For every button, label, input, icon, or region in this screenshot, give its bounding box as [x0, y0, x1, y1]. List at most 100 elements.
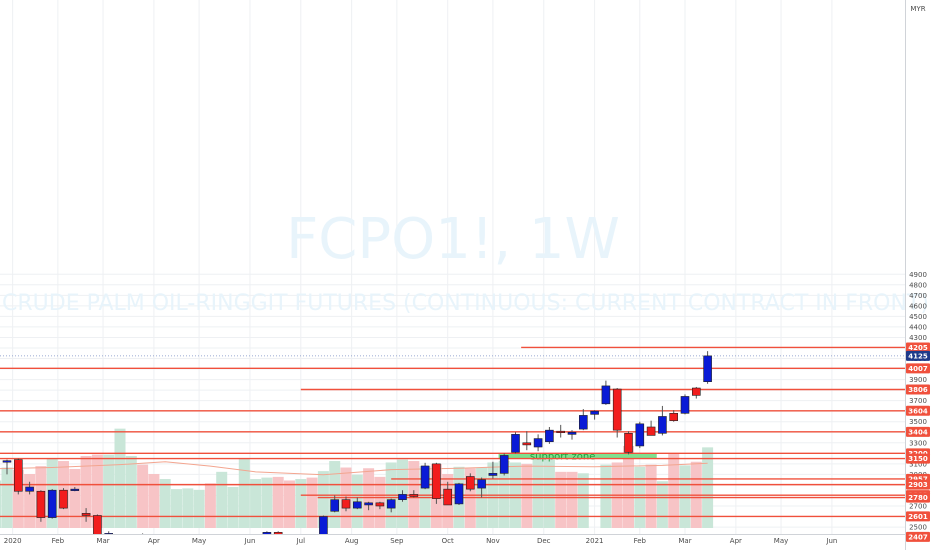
candle — [567, 430, 577, 440]
candle — [533, 434, 543, 452]
candle — [25, 481, 34, 495]
candle — [646, 420, 656, 436]
candle-body — [488, 473, 498, 476]
candle-body — [624, 433, 633, 453]
level-badge-text: 4205 — [908, 344, 928, 352]
price-tick-label: 3500 — [909, 418, 927, 426]
candle — [635, 421, 645, 449]
candle — [341, 496, 351, 512]
level-badge-box — [906, 531, 930, 542]
candle — [273, 531, 283, 534]
candle — [624, 431, 633, 455]
price-tick-label: 4600 — [909, 302, 927, 310]
watermark-symbol: FCPO1!, 1W — [286, 207, 620, 272]
candle-body — [36, 490, 46, 518]
candle-body — [375, 502, 385, 507]
level-badge-text: 3604 — [908, 407, 928, 415]
candle-body — [398, 494, 407, 500]
level-badge-text: 2407 — [908, 533, 928, 541]
volume-bar — [69, 468, 81, 528]
candle-body — [59, 489, 68, 509]
candle-body — [330, 499, 340, 512]
current-price-badge-box — [906, 350, 930, 361]
volume-bar — [1, 467, 13, 528]
level-badge-box — [906, 492, 930, 503]
candle — [703, 351, 712, 384]
candle-body — [319, 516, 328, 534]
volume-bar — [261, 477, 273, 528]
volume-bar — [668, 453, 680, 528]
price-tick-label: 3100 — [909, 460, 927, 468]
candle-body — [703, 355, 712, 382]
level-badge-box — [906, 426, 930, 437]
time-tick-label: Jul — [296, 537, 306, 545]
candle-body — [409, 494, 419, 497]
level-price-badge: 3150 — [906, 453, 930, 464]
candle-body — [104, 533, 113, 534]
volume-bar — [543, 459, 555, 528]
price-tick-label: 4300 — [909, 334, 927, 342]
candle — [454, 482, 464, 505]
level-badge-box — [906, 405, 930, 416]
current-price-badge-text: 4125 — [908, 352, 928, 360]
level-price-badge: 4205 — [906, 342, 930, 353]
level-badge-text: 3404 — [908, 428, 928, 436]
candle — [669, 410, 679, 422]
candle-body — [364, 502, 373, 506]
candle — [601, 380, 611, 405]
candle-body — [646, 426, 656, 436]
candle — [477, 477, 486, 498]
candle-body — [81, 513, 91, 516]
candle-body — [533, 438, 543, 448]
candle-body — [612, 388, 622, 431]
volume-bar — [216, 471, 228, 528]
candle — [691, 386, 701, 399]
candle-body — [590, 410, 599, 415]
level-badge-text: 2780 — [908, 494, 928, 502]
candle — [658, 405, 667, 436]
candle — [432, 462, 441, 504]
candle-body — [386, 499, 396, 509]
volume-bar — [114, 428, 126, 528]
candle-body — [341, 499, 351, 509]
candle — [70, 487, 80, 492]
candle — [409, 490, 419, 498]
time-tick-label: Feb — [52, 537, 65, 545]
candle-body — [443, 488, 453, 506]
volume-bar — [702, 447, 714, 528]
volume-bar — [600, 464, 612, 528]
candles — [2, 351, 712, 534]
volume-bar — [555, 471, 567, 528]
price-tick-label: 4700 — [909, 292, 927, 300]
level-price-badge: 2903 — [906, 479, 930, 490]
volume-bar — [577, 473, 589, 528]
time-tick-label: Mar — [96, 537, 109, 545]
volume-bar — [238, 458, 250, 528]
candle-body — [432, 463, 441, 499]
candle — [36, 490, 46, 522]
volume-bar — [272, 476, 284, 528]
candle — [364, 501, 373, 511]
candle — [2, 459, 12, 475]
candle-body — [25, 486, 34, 492]
time-tick-label: Jun — [243, 537, 255, 545]
level-badges: 4205400738063604340432003150295729032803… — [906, 342, 930, 542]
candle — [578, 409, 588, 431]
current-price-badge: 4125 — [906, 350, 930, 361]
level-badge-text: 2957 — [908, 475, 928, 483]
volume-bar — [193, 489, 205, 528]
volume-bar — [91, 454, 103, 528]
candle-body — [499, 455, 509, 474]
time-tick-label: Dec — [537, 537, 551, 545]
price-tick-label: 3700 — [909, 397, 927, 405]
price-tick-label: 3300 — [909, 439, 927, 447]
support-zone: support zone — [498, 452, 657, 463]
candle-body — [70, 488, 80, 491]
candle-body — [680, 396, 690, 414]
volume-bar — [137, 464, 149, 528]
volume-bar — [0, 480, 2, 528]
volume-bar — [148, 474, 160, 528]
time-tick-label: Nov — [486, 537, 500, 545]
